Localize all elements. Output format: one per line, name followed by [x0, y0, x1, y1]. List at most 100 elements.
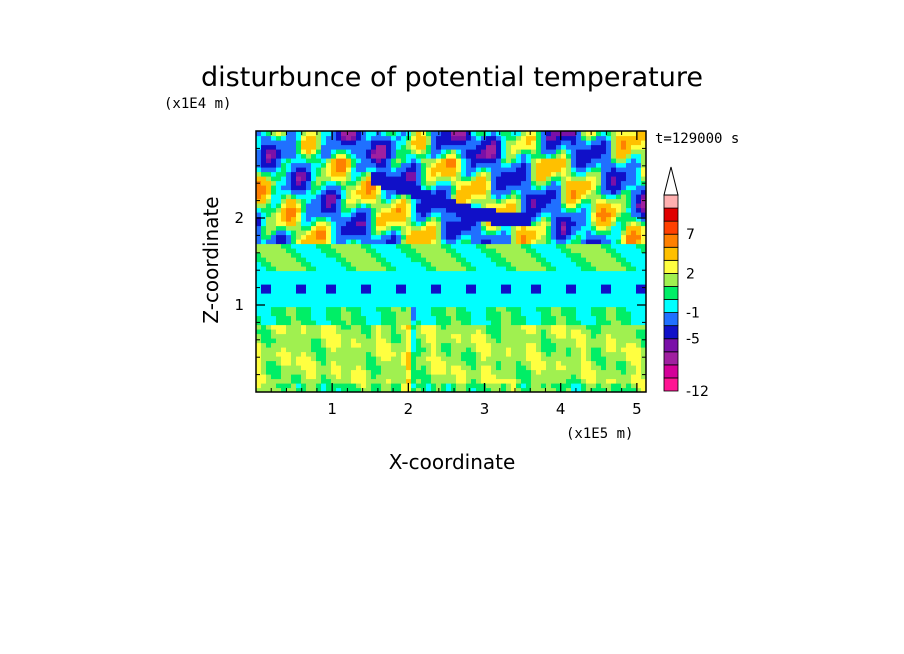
heatmap-cell: [496, 207, 502, 213]
heatmap-cell: [346, 198, 352, 204]
heatmap-cell: [441, 230, 447, 236]
heatmap-cell: [526, 153, 532, 159]
heatmap-cell: [606, 180, 612, 186]
heatmap-cell: [321, 203, 327, 209]
heatmap-cell: [546, 207, 552, 213]
heatmap-cell: [426, 374, 432, 380]
heatmap-cell: [271, 360, 277, 366]
heatmap-cell: [606, 342, 612, 348]
heatmap-cell: [321, 252, 327, 258]
heatmap-cell: [386, 369, 392, 375]
heatmap-cell: [521, 378, 527, 384]
heatmap-cell: [556, 257, 562, 263]
heatmap-cell: [566, 266, 572, 272]
heatmap-cell: [396, 288, 402, 294]
heatmap-cell: [401, 198, 407, 204]
heatmap-cell: [536, 266, 542, 272]
heatmap-cell: [396, 189, 402, 195]
heatmap-cell: [331, 216, 337, 222]
heatmap-cell: [556, 302, 562, 308]
heatmap-cell: [316, 302, 322, 308]
heatmap-cell: [621, 315, 627, 321]
heatmap-cell: [481, 351, 487, 357]
heatmap-cell: [341, 239, 347, 245]
heatmap-cell: [421, 216, 427, 222]
heatmap-cell: [426, 180, 432, 186]
heatmap-cell: [446, 158, 452, 164]
heatmap-cell: [491, 257, 497, 263]
heatmap-cell: [506, 360, 512, 366]
heatmap-cell: [461, 333, 467, 339]
heatmap-cell: [396, 284, 402, 290]
heatmap-cell: [551, 239, 557, 245]
heatmap-cell: [281, 248, 287, 254]
heatmap-cell: [456, 374, 462, 380]
heatmap-cell: [556, 356, 562, 362]
heatmap-cell: [386, 306, 392, 312]
heatmap-cell: [611, 383, 617, 389]
heatmap-cell: [621, 194, 627, 200]
heatmap-cell: [461, 378, 467, 384]
heatmap-cell: [576, 189, 582, 195]
heatmap-cell: [316, 270, 322, 276]
heatmap-cell: [286, 171, 292, 177]
heatmap-cell: [406, 207, 412, 213]
heatmap-cell: [421, 171, 427, 177]
heatmap-cell: [471, 252, 477, 258]
heatmap-cell: [441, 257, 447, 263]
heatmap-cell: [406, 243, 412, 249]
heatmap-cell: [381, 140, 387, 146]
heatmap-cell: [306, 158, 312, 164]
heatmap-cell: [301, 293, 307, 299]
heatmap-cell: [481, 131, 487, 137]
heatmap-cell: [521, 207, 527, 213]
heatmap-cell: [591, 153, 597, 159]
heatmap-cell: [511, 261, 517, 267]
heatmap-cell: [566, 320, 572, 326]
heatmap-cell: [456, 383, 462, 389]
heatmap-cell: [556, 252, 562, 258]
heatmap-cell: [461, 221, 467, 227]
heatmap-cell: [531, 360, 537, 366]
heatmap-cell: [641, 257, 646, 263]
heatmap-cell: [311, 194, 317, 200]
heatmap-cell: [366, 275, 372, 281]
heatmap-cell: [356, 189, 362, 195]
heatmap-cell: [311, 338, 317, 344]
heatmap-cell: [411, 320, 417, 326]
heatmap-cell: [511, 234, 517, 240]
heatmap-cell: [626, 302, 632, 308]
heatmap-cell: [631, 297, 637, 303]
heatmap-cell: [466, 293, 472, 299]
heatmap-cell: [381, 284, 387, 290]
heatmap-cell: [526, 297, 532, 303]
heatmap-cell: [481, 311, 487, 317]
heatmap-cell: [436, 252, 442, 258]
heatmap-cell: [431, 149, 437, 155]
heatmap-cell: [321, 275, 327, 281]
heatmap-cell: [511, 189, 517, 195]
heatmap-cell: [496, 333, 502, 339]
heatmap-cell: [421, 365, 427, 371]
heatmap-cell: [341, 216, 347, 222]
heatmap-cell: [616, 131, 622, 137]
heatmap-cell: [456, 216, 462, 222]
heatmap-cell: [426, 216, 432, 222]
heatmap-cell: [261, 225, 267, 231]
heatmap-cell: [536, 212, 542, 218]
heatmap-cell: [611, 324, 617, 330]
heatmap-cell: [271, 297, 277, 303]
heatmap-cell: [406, 329, 412, 335]
heatmap-cell: [531, 225, 537, 231]
heatmap-cell: [586, 311, 592, 317]
heatmap-cell: [326, 360, 332, 366]
heatmap-cell: [341, 194, 347, 200]
heatmap-cell: [541, 293, 547, 299]
heatmap-cell: [346, 221, 352, 227]
heatmap-cell: [271, 347, 277, 353]
heatmap-cell: [516, 135, 522, 141]
heatmap-cell: [341, 158, 347, 164]
heatmap-cell: [436, 306, 442, 312]
heatmap-cell: [626, 320, 632, 326]
heatmap-cell: [311, 270, 317, 276]
